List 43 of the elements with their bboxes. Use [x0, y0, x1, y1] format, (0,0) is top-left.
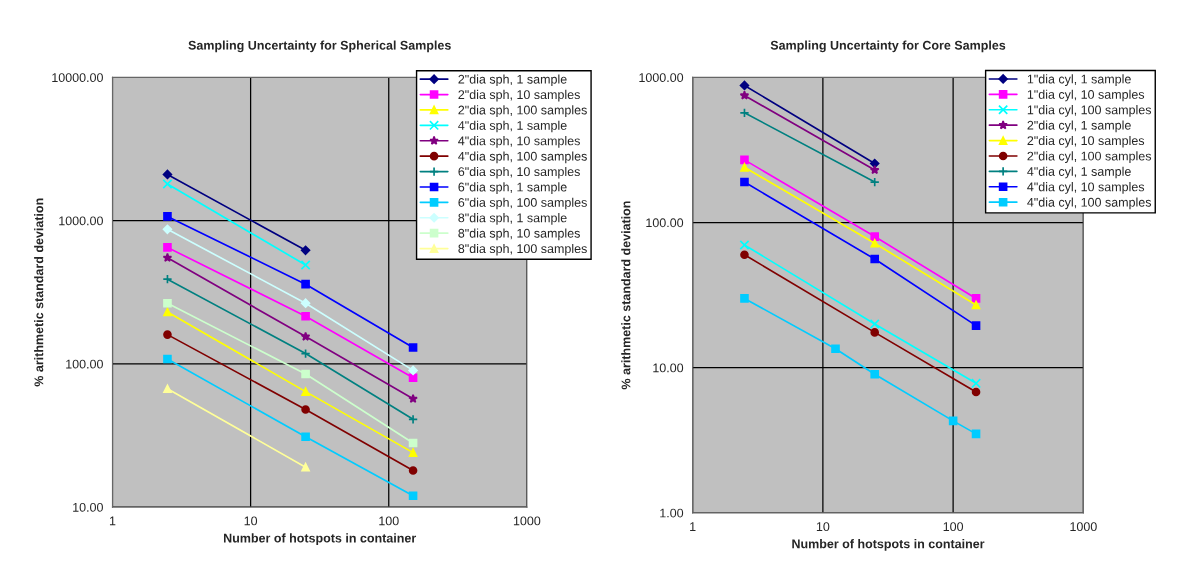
legend-label: 6"dia sph, 10 samples — [458, 166, 580, 179]
legend-label: 1"dia cyl, 10 samples — [1027, 89, 1145, 102]
y-tick-label: 10000.00 — [52, 73, 103, 83]
legend-label: 1"dia cyl, 100 samples — [1027, 105, 1152, 117]
legend-label: 6"dia sph, 1 sample — [458, 182, 567, 194]
legend-label: 8"dia sph, 100 samples — [458, 243, 587, 256]
legend-label: 4"dia sph, 1 sample — [458, 120, 567, 133]
legend-label: 2"dia cyl, 1 sample — [1027, 120, 1131, 133]
chart-title: Sampling Uncertainty for Spherical Samples — [188, 40, 451, 53]
y-axis-title: % arithmetic standard deviation — [621, 201, 631, 390]
x-tick-label: 10 — [244, 516, 258, 526]
y-tick-label: 100.00 — [66, 359, 103, 369]
y-tick-label: 1.00 — [660, 508, 684, 518]
y-tick-label: 1000.00 — [59, 216, 103, 226]
y-tick-label: 1000.00 — [639, 73, 684, 83]
legend-label: 8"dia sph, 10 samples — [458, 228, 580, 241]
x-tick-label: 10 — [816, 522, 830, 532]
x-tick-label: 100 — [943, 522, 964, 532]
legend-label: 6"dia sph, 100 samples — [458, 197, 587, 210]
legend-label: 2"dia cyl, 10 samples — [1027, 135, 1145, 148]
legend-label: 2"dia cyl, 100 samples — [1027, 151, 1152, 163]
legend-label: 2"dia sph, 100 samples — [458, 105, 587, 117]
x-axis-title: Number of hotspots in container — [792, 539, 985, 551]
legend-label: 4"dia cyl, 10 samples — [1027, 182, 1145, 194]
y-tick-label: 10.00 — [73, 502, 103, 512]
legend-label: 4"dia sph, 100 samples — [458, 151, 587, 164]
legend-label: 2"dia sph, 1 sample — [458, 74, 567, 87]
legend-label: 1"dia cyl, 1 sample — [1027, 74, 1131, 86]
x-tick-label: 1 — [690, 522, 696, 531]
x-tick-label: 1000 — [513, 516, 541, 526]
y-tick-label: 10.00 — [653, 363, 684, 373]
y-axis-title: % arithmetic standard deviation — [34, 198, 44, 387]
legend-label: 4"dia cyl, 100 samples — [1027, 197, 1152, 210]
x-tick-label: 1000 — [1070, 522, 1097, 532]
chart-title: Sampling Uncertainty for Core Samples — [770, 40, 1006, 53]
legend-label: 2"dia sph, 10 samples — [458, 89, 580, 102]
x-tick-label: 1 — [109, 516, 116, 526]
legend-label: 4"dia sph, 10 samples — [458, 136, 580, 148]
x-axis-title: Number of hotspots in container — [223, 533, 417, 545]
y-tick-label: 100.00 — [646, 218, 684, 228]
legend-label: 8"dia sph, 1 sample — [458, 213, 567, 225]
legend-label: 4"dia cyl, 1 sample — [1027, 166, 1131, 179]
x-tick-label: 100 — [379, 516, 399, 526]
